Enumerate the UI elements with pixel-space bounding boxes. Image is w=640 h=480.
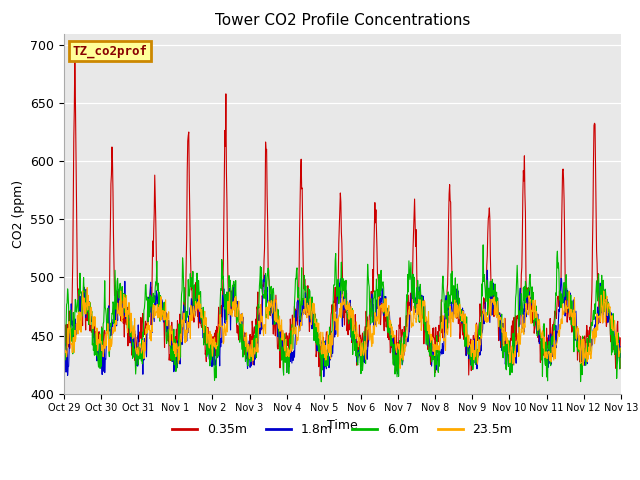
Legend: 0.35m, 1.8m, 6.0m, 23.5m: 0.35m, 1.8m, 6.0m, 23.5m <box>167 419 518 441</box>
Y-axis label: CO2 (ppm): CO2 (ppm) <box>12 180 25 248</box>
X-axis label: Time: Time <box>327 419 358 432</box>
Title: Tower CO2 Profile Concentrations: Tower CO2 Profile Concentrations <box>214 13 470 28</box>
Text: TZ_co2prof: TZ_co2prof <box>72 44 147 58</box>
